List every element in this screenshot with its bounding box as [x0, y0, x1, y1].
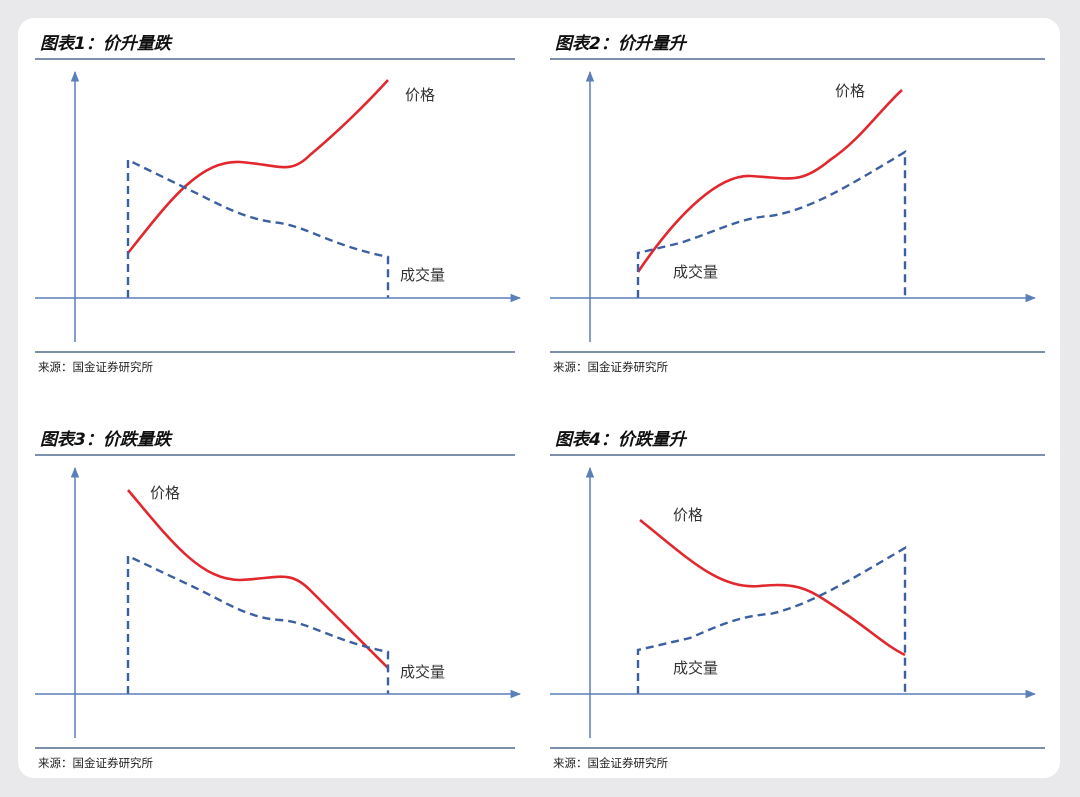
volume-curve — [126, 158, 390, 298]
figure-title: 图表3：价跌量跌 — [40, 430, 174, 450]
volume-curve — [636, 545, 907, 694]
figure-source: 来源：国金证券研究所 — [38, 360, 153, 374]
figure-title: 图表4：价跌量升 — [555, 430, 688, 450]
volume-curve — [636, 149, 907, 298]
figure-title: 图表2：价升量升 — [555, 34, 688, 54]
volume-label: 成交量 — [400, 266, 445, 284]
price-curve — [127, 489, 389, 669]
volume-label: 成交量 — [673, 659, 718, 677]
price-label: 价格 — [150, 484, 180, 502]
figure-title: 图表1：价升量跌 — [40, 34, 174, 54]
price-curve — [639, 518, 906, 657]
price-curve — [636, 89, 903, 273]
card — [18, 18, 1060, 778]
volume-curve — [126, 554, 390, 694]
price-label: 价格 — [835, 82, 865, 100]
price-curve — [126, 79, 389, 254]
figure-source: 来源：国金证券研究所 — [553, 756, 668, 770]
volume-label: 成交量 — [400, 663, 445, 681]
volume-label: 成交量 — [673, 263, 718, 281]
price-label: 价格 — [405, 86, 435, 104]
figure-source: 来源：国金证券研究所 — [38, 756, 153, 770]
figure-source: 来源：国金证券研究所 — [553, 360, 668, 374]
price-label: 价格 — [673, 506, 703, 524]
